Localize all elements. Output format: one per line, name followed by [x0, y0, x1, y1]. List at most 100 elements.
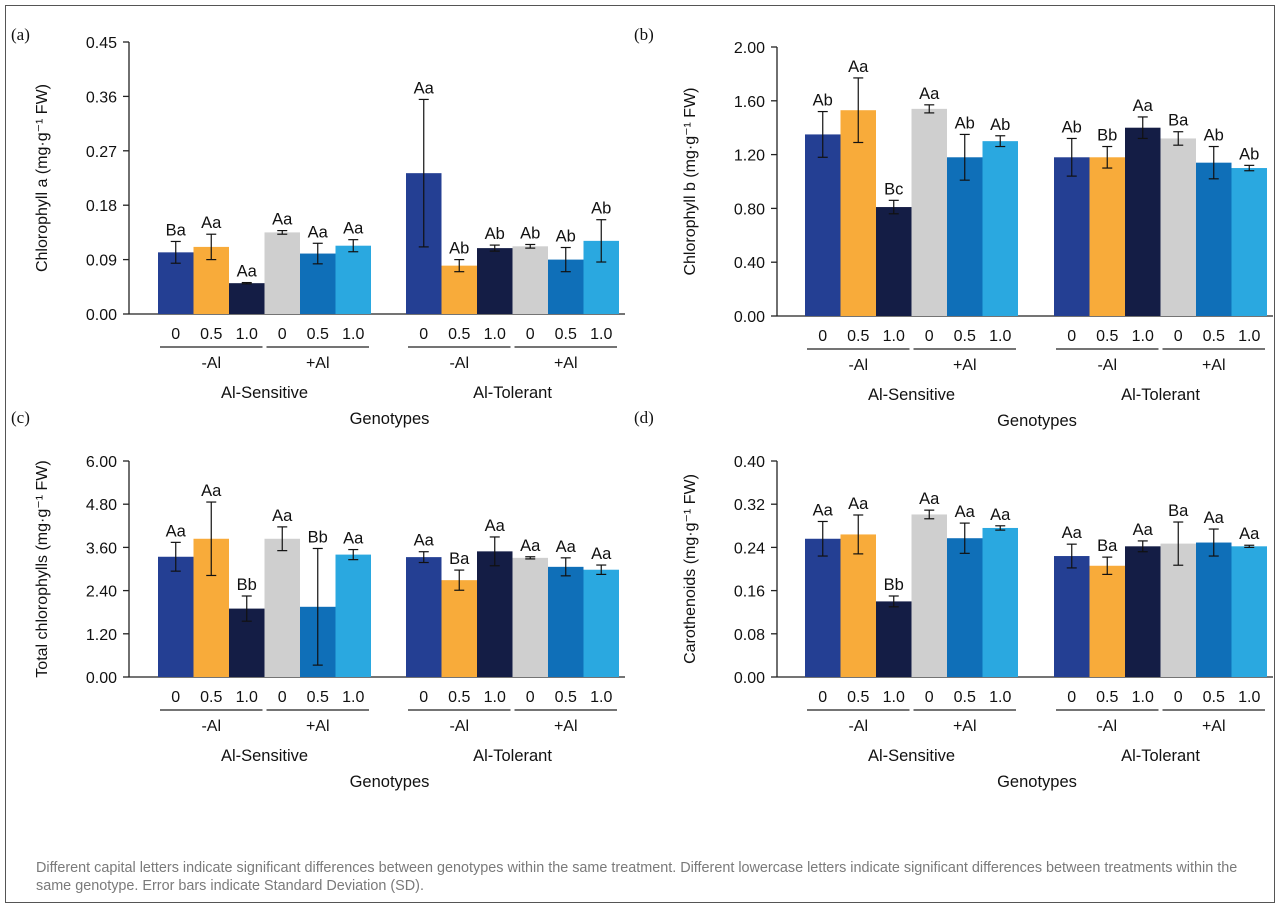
y-tick-label: 1.20: [86, 627, 117, 644]
bar: [335, 554, 371, 677]
bar: [1125, 127, 1161, 316]
data-label: Aa: [201, 482, 222, 500]
y-tick-label: 0.40: [734, 454, 765, 471]
x-tick-label: 0.5: [847, 328, 869, 345]
x-tick-label: 0.5: [954, 689, 976, 706]
data-label: Aa: [485, 517, 506, 535]
y-tick-label: 0.00: [734, 309, 765, 326]
bar: [982, 141, 1018, 316]
bar: [229, 283, 265, 314]
bar: [1231, 546, 1267, 677]
x-tick-label: 0: [278, 326, 287, 343]
data-label: Aa: [1239, 525, 1260, 543]
data-label: Bc: [884, 180, 903, 198]
data-label: Ba: [1168, 112, 1189, 130]
x-axis-label: Genotypes: [350, 410, 430, 428]
treatment-label: +Al: [1202, 718, 1226, 735]
data-label: Aa: [201, 214, 222, 232]
bar: [548, 566, 584, 677]
data-label: Ba: [166, 221, 187, 239]
data-label: Aa: [848, 495, 869, 513]
x-tick-label: 1.0: [236, 326, 258, 343]
bar: [947, 157, 983, 316]
x-tick-label: 0: [1174, 689, 1183, 706]
x-tick-label: 1.0: [1238, 689, 1260, 706]
data-label: Ab: [990, 116, 1010, 134]
bar: [406, 557, 442, 677]
bar: [1054, 556, 1090, 677]
data-label: Ab: [485, 225, 505, 243]
data-label: Ab: [556, 228, 576, 246]
x-tick-label: 0: [1067, 689, 1076, 706]
treatment-label: +Al: [953, 718, 977, 735]
data-label: Ab: [520, 224, 540, 242]
genotype-label: Al-Tolerant: [1121, 747, 1200, 765]
bar: [158, 556, 194, 677]
x-tick-label: 0: [818, 689, 827, 706]
bar: [947, 538, 983, 677]
x-tick-label: 1.0: [989, 689, 1011, 706]
chart-panel: (b) 0.00 0.40 0.80 1.20 1.60 2.00 Chlorophyll b…: [634, 25, 1273, 430]
treatment-label: +Al: [554, 355, 578, 372]
x-tick-label: 0.5: [1203, 328, 1225, 345]
data-label: Ab: [955, 114, 975, 132]
data-label: Bb: [237, 576, 257, 594]
data-label: Ab: [591, 200, 611, 218]
data-label: Bb: [1097, 127, 1117, 145]
bar: [1089, 565, 1125, 677]
data-label: Aa: [343, 220, 364, 238]
bar: [1160, 138, 1196, 316]
chart-panel: (a) 0.00 0.09 0.18 0.27 0.36 0.45 Chlorophyll a…: [11, 25, 625, 428]
y-tick-label: 1.20: [734, 148, 765, 165]
y-tick-label: 0.00: [86, 670, 117, 687]
data-label: Ab: [813, 92, 833, 110]
genotype-label: Al-Sensitive: [221, 384, 308, 402]
treatment-label: -Al: [1097, 357, 1117, 374]
genotype-label: Al-Tolerant: [473, 747, 552, 765]
y-tick-label: 2.40: [86, 584, 117, 601]
panel-letter: (a): [11, 25, 30, 44]
bar: [805, 134, 841, 316]
y-tick-label: 0.36: [86, 89, 117, 106]
x-tick-label: 1.0: [236, 689, 258, 706]
x-tick-label: 0.5: [307, 326, 329, 343]
x-tick-label: 1.0: [342, 326, 364, 343]
bar: [911, 108, 947, 317]
treatment-label: -Al: [848, 718, 868, 735]
data-label: Aa: [1133, 521, 1154, 539]
data-label: Bb: [308, 528, 328, 546]
x-axis-label: Genotypes: [350, 773, 430, 791]
x-tick-label: 0.5: [847, 689, 869, 706]
y-tick-label: 0.80: [734, 201, 765, 218]
genotype-label: Al-Sensitive: [868, 386, 955, 404]
bar: [477, 551, 513, 677]
y-tick-label: 0.00: [734, 670, 765, 687]
x-tick-label: 0: [1174, 328, 1183, 345]
data-label: Aa: [813, 501, 834, 519]
treatment-label: +Al: [554, 718, 578, 735]
bar: [876, 601, 912, 677]
bar: [441, 580, 477, 677]
treatment-label: -Al: [449, 355, 469, 372]
bar: [477, 248, 513, 314]
y-axis-label: Chlorophyll b (mg·g⁻¹ FW): [682, 87, 699, 275]
x-tick-label: 1.0: [1238, 328, 1260, 345]
genotype-label: Al-Sensitive: [868, 747, 955, 765]
data-label: Aa: [990, 506, 1011, 524]
x-tick-label: 0: [1067, 328, 1076, 345]
x-tick-label: 0.5: [1096, 689, 1118, 706]
treatment-label: -Al: [1097, 718, 1117, 735]
data-label: Aa: [414, 79, 435, 97]
data-label: Aa: [237, 263, 258, 281]
panel-letter: (b): [634, 25, 654, 44]
x-tick-label: 0.5: [1096, 328, 1118, 345]
y-tick-label: 6.00: [86, 454, 117, 471]
x-tick-label: 0: [526, 326, 535, 343]
x-tick-label: 0: [925, 328, 934, 345]
bar: [1125, 546, 1161, 677]
data-label: Aa: [919, 85, 940, 103]
y-tick-label: 0.27: [86, 144, 117, 161]
x-tick-label: 1.0: [883, 689, 905, 706]
y-tick-label: 0.16: [734, 584, 765, 601]
x-tick-label: 1.0: [590, 689, 612, 706]
